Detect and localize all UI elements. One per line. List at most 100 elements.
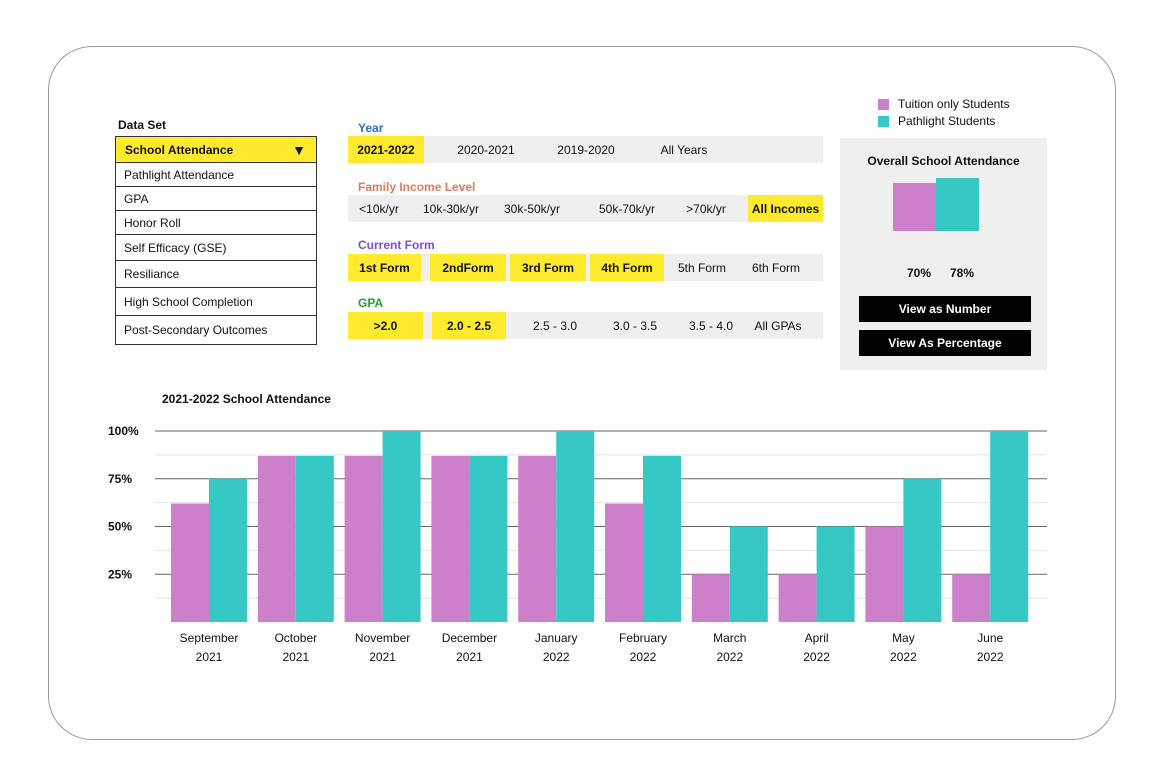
income-option-10k-30k[interactable]: 10k-30k/yr [422, 201, 480, 216]
y-tick-label-1: 50% [108, 520, 132, 534]
view-as-number-button[interactable]: View as Number [859, 296, 1031, 322]
data-set-item-post-secondary-outcomes[interactable]: Post-Secondary Outcomes [124, 323, 268, 337]
bar-september-tuition [171, 503, 209, 622]
data-set-item-resiliance[interactable]: Resiliance [116, 261, 316, 288]
legend-item-pathlight: Pathlight Students [878, 114, 995, 128]
year-option-2021-2022[interactable]: 2021-2022 [348, 136, 424, 163]
x-tick-year-5: 2022 [630, 650, 657, 664]
x-tick-month-7: April [805, 631, 829, 645]
bar-march-tuition [691, 574, 730, 622]
income-option-over-70k[interactable]: >70k/yr [686, 201, 726, 216]
chart-title: 2021-2022 School Attendance [162, 392, 331, 406]
data-set-item-honor-roll[interactable]: Honor Roll [116, 211, 316, 235]
gpa-option-2.5-3[interactable]: 2.5 - 3.0 [532, 318, 578, 333]
income-filter-row: <10k/yr 10k-30k/yr 30k-50k/yr 50k-70k/yr… [348, 195, 823, 222]
x-tick-year-0: 2021 [196, 650, 223, 664]
form-filter-label: Current Form [358, 238, 435, 252]
x-tick-year-6: 2022 [716, 650, 743, 664]
year-option-2020-2021[interactable]: 2020-2021 [457, 142, 515, 157]
x-tick-year-1: 2021 [282, 650, 309, 664]
bar-october-pathlight [295, 455, 334, 622]
data-set-dropdown[interactable]: School Attendance ▼ [116, 137, 316, 163]
x-tick-month-2: November [355, 631, 410, 645]
year-filter-row: 2021-2022 2020-2021 2019-2020 All Years [348, 136, 823, 163]
gpa-option-2-2.5[interactable]: 2.0 - 2.5 [432, 312, 506, 339]
pathlight-swatch [878, 115, 889, 127]
overall-pct-pathlight: 78% [949, 266, 975, 280]
x-tick-month-5: February [619, 631, 667, 645]
data-set-selected-label: School Attendance [125, 142, 234, 157]
form-option-1st[interactable]: 1st Form [348, 254, 421, 281]
bar-march-pathlight [729, 526, 768, 622]
year-option-2019-2020[interactable]: 2019-2020 [557, 142, 615, 157]
bar-november-pathlight [382, 431, 421, 622]
gpa-option-over-2[interactable]: >2.0 [348, 312, 423, 339]
bar-october-tuition [257, 455, 296, 622]
bar-january-tuition [518, 455, 557, 622]
year-filter-label: Year [358, 121, 384, 135]
legend-label-tuition: Tuition only Students [898, 97, 1010, 111]
x-tick-month-1: October [274, 631, 317, 645]
income-option-50k-70k[interactable]: 50k-70k/yr [598, 201, 656, 216]
data-set-item-pathlight-attendance[interactable]: Pathlight Attendance [116, 163, 316, 187]
overall-bar-tuition [893, 183, 936, 231]
bar-february-tuition [605, 503, 643, 622]
bar-december-tuition [431, 455, 470, 622]
form-option-6th[interactable]: 6th Form [751, 260, 800, 275]
bar-february-pathlight [643, 455, 681, 622]
data-set-item-gpa[interactable]: GPA [116, 187, 316, 211]
x-tick-month-9: June [977, 631, 1003, 645]
bar-april-tuition [778, 574, 817, 622]
overall-attendance-panel: Overall School Attendance 70% 78% View a… [840, 138, 1047, 370]
income-option-under-10k[interactable]: <10k/yr [359, 201, 399, 216]
y-tick-label-3: 100% [108, 424, 139, 438]
bar-june-tuition [952, 574, 991, 622]
overall-bar-pathlight [936, 177, 979, 231]
data-set-title: Data Set [118, 118, 167, 132]
data-set-list: School Attendance ▼ Pathlight Attendance… [115, 136, 317, 345]
form-option-3rd[interactable]: 3rd Form [510, 254, 586, 281]
overall-attendance-title: Overall School Attendance [867, 154, 1020, 168]
bar-september-pathlight [209, 478, 247, 622]
gpa-filter-label: GPA [358, 296, 384, 310]
overall-pct-tuition: 70% [906, 266, 932, 280]
x-tick-year-2: 2021 [369, 650, 396, 664]
income-option-30k-50k[interactable]: 30k-50k/yr [503, 201, 561, 216]
form-filter-row: 1st Form 2ndForm 3rd Form 4th Form 5th F… [348, 254, 823, 281]
x-tick-year-4: 2022 [543, 650, 570, 664]
view-as-percentage-button[interactable]: View As Percentage [859, 330, 1031, 356]
bar-november-tuition [344, 455, 383, 622]
bar-may-tuition [865, 526, 904, 622]
data-set-item-high-school-completion[interactable]: High School Completion [116, 288, 316, 316]
legend-item-tuition: Tuition only Students [878, 97, 1010, 111]
y-tick-label-0: 25% [108, 567, 132, 581]
x-tick-month-8: May [892, 631, 915, 645]
y-tick-label-2: 75% [108, 472, 132, 486]
x-tick-month-4: January [535, 631, 578, 645]
x-tick-month-3: December [442, 631, 497, 645]
x-tick-year-7: 2022 [803, 650, 830, 664]
data-set-item-self-efficacy[interactable]: Self Efficacy (GSE) [116, 235, 316, 261]
gpa-option-all-gpas[interactable]: All GPAs [754, 318, 802, 333]
form-option-2nd[interactable]: 2ndForm [430, 254, 506, 281]
bar-june-pathlight [990, 431, 1029, 622]
x-tick-year-3: 2021 [456, 650, 483, 664]
gpa-option-3-3.5[interactable]: 3.0 - 3.5 [612, 318, 658, 333]
caret-down-icon: ▼ [292, 141, 306, 158]
bar-may-pathlight [903, 478, 942, 622]
bar-december-pathlight [469, 455, 508, 622]
form-option-4th[interactable]: 4th Form [590, 254, 664, 281]
x-tick-month-6: March [713, 631, 746, 645]
x-tick-year-9: 2022 [977, 650, 1004, 664]
x-tick-year-8: 2022 [890, 650, 917, 664]
bar-april-pathlight [816, 526, 855, 622]
year-option-all-years[interactable]: All Years [660, 142, 708, 157]
tuition-swatch [878, 98, 889, 110]
income-filter-label: Family Income Level [358, 180, 476, 194]
income-option-all-incomes[interactable]: All Incomes [748, 195, 823, 222]
gpa-option-3.5-4[interactable]: 3.5 - 4.0 [688, 318, 734, 333]
bar-january-pathlight [556, 431, 595, 622]
legend-label-pathlight: Pathlight Students [898, 114, 996, 128]
form-option-5th[interactable]: 5th Form [677, 260, 726, 275]
